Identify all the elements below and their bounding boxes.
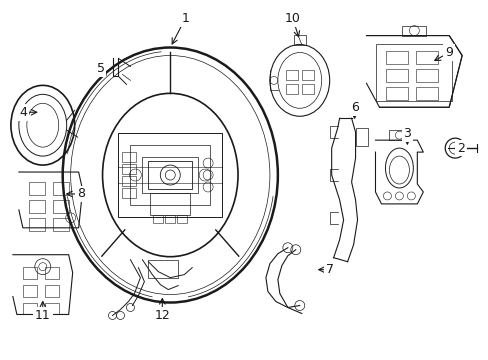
Bar [355, 128, 367, 146]
Bar [122, 176, 136, 186]
Bar [148, 161, 192, 189]
Bar [118, 133, 222, 217]
Text: 4: 4 [19, 106, 27, 119]
Text: 12: 12 [154, 309, 170, 322]
Bar [402, 26, 426, 36]
Bar [45, 302, 59, 315]
Bar [29, 200, 45, 213]
Bar [122, 188, 136, 198]
Bar [386, 51, 407, 64]
Bar [23, 302, 37, 315]
Bar [386, 87, 407, 100]
Bar [150, 193, 190, 215]
Bar [29, 182, 45, 195]
Bar [177, 215, 187, 223]
Bar [386, 69, 407, 82]
Bar [142, 157, 198, 193]
Bar [415, 69, 437, 82]
Bar [415, 51, 437, 64]
Bar [388, 130, 408, 140]
Bar [293, 35, 305, 45]
Bar [122, 164, 136, 174]
Bar [29, 218, 45, 231]
Bar [148, 260, 178, 278]
Bar [53, 200, 68, 213]
Text: 10: 10 [285, 12, 300, 25]
Bar [153, 215, 163, 223]
Bar [130, 145, 210, 205]
Bar [45, 285, 59, 297]
Text: 11: 11 [35, 309, 51, 322]
Bar [285, 84, 297, 94]
Bar [122, 152, 136, 162]
Bar [301, 84, 313, 94]
Bar [165, 215, 175, 223]
Text: 1: 1 [181, 12, 189, 25]
Bar [415, 87, 437, 100]
Bar [301, 71, 313, 80]
Bar [53, 182, 68, 195]
Bar [45, 267, 59, 279]
Text: 3: 3 [403, 127, 410, 140]
Text: 6: 6 [350, 101, 358, 114]
Bar [23, 285, 37, 297]
Text: 2: 2 [456, 141, 464, 155]
Bar [285, 71, 297, 80]
Text: 7: 7 [325, 263, 333, 276]
Bar [376, 44, 451, 101]
Text: 5: 5 [96, 62, 104, 75]
Bar [53, 218, 68, 231]
Text: 8: 8 [77, 188, 84, 201]
Bar [23, 267, 37, 279]
Text: 9: 9 [445, 46, 452, 59]
